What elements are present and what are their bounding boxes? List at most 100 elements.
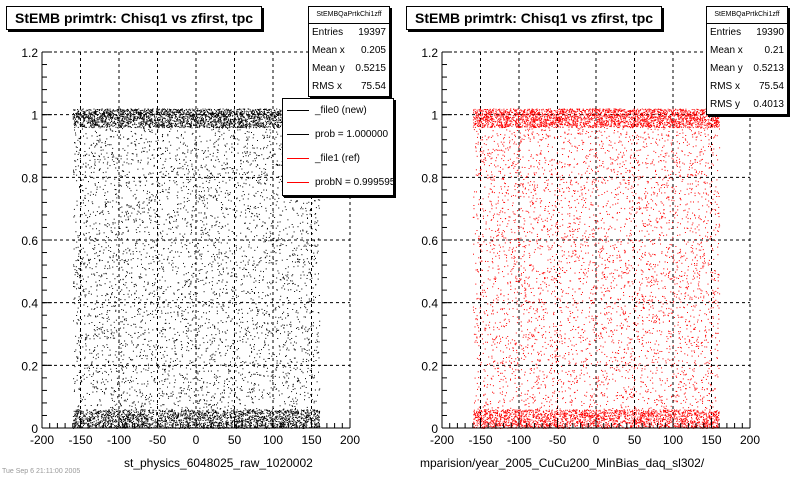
data-point [240, 125, 242, 126]
data-point [317, 426, 319, 428]
data-point [197, 126, 199, 128]
data-point [161, 123, 163, 125]
data-point [274, 112, 276, 114]
data-point [79, 419, 80, 421]
data-point [190, 111, 192, 113]
data-point [263, 109, 264, 110]
data-point [109, 419, 111, 421]
data-point [122, 410, 124, 412]
data-point [174, 117, 176, 119]
data-point [315, 417, 316, 419]
data-point [197, 116, 199, 118]
data-point [275, 426, 277, 428]
data-point [234, 114, 236, 116]
data-point [293, 411, 295, 413]
data-point [200, 116, 202, 118]
data-point [232, 126, 234, 128]
data-point [265, 117, 267, 118]
data-point [159, 423, 161, 424]
data-point [112, 115, 114, 116]
data-point [212, 124, 214, 126]
data-point [130, 420, 132, 421]
data-point [240, 426, 242, 428]
data-point [294, 409, 296, 411]
data-point [280, 116, 282, 118]
data-point [145, 414, 147, 416]
data-point [236, 415, 238, 417]
data-point [225, 127, 227, 128]
data-point [150, 418, 152, 420]
data-point [154, 419, 156, 421]
data-point [220, 419, 222, 421]
data-point [120, 108, 121, 110]
data-point [195, 127, 197, 129]
data-point [95, 125, 97, 127]
data-point [76, 412, 77, 414]
data-point [293, 420, 295, 422]
data-point [123, 425, 125, 427]
data-point [121, 113, 123, 115]
data-point [268, 414, 270, 416]
data-point [134, 426, 136, 428]
data-point [196, 422, 198, 424]
data-point [250, 415, 252, 417]
data-point [93, 421, 95, 423]
data-point [253, 124, 255, 126]
data-point [84, 118, 86, 120]
data-point [245, 409, 247, 411]
data-point [204, 418, 206, 420]
data-point [266, 109, 267, 111]
data-point [247, 421, 249, 423]
data-point [181, 420, 183, 422]
data-point [190, 122, 192, 124]
data-point [110, 117, 112, 119]
data-point [74, 120, 76, 122]
data-point [106, 124, 108, 126]
data-point [72, 117, 74, 119]
data-point [205, 116, 207, 118]
data-point [137, 414, 139, 416]
data-point [193, 415, 195, 417]
data-point [185, 426, 186, 428]
data-point [168, 125, 170, 127]
data-point [224, 411, 226, 413]
data-point [180, 120, 182, 122]
data-point [233, 411, 234, 413]
data-point [253, 111, 255, 113]
data-point [133, 120, 135, 122]
data-point [289, 423, 291, 425]
data-point [151, 118, 153, 120]
data-point [113, 426, 115, 428]
data-point [79, 417, 80, 418]
data-point [201, 425, 203, 427]
data-point [214, 113, 216, 115]
data-point [96, 422, 98, 424]
data-point [133, 112, 135, 114]
data-point [228, 370, 230, 372]
data-point [117, 422, 119, 424]
data-point [143, 425, 145, 427]
data-point [215, 112, 217, 114]
data-point [162, 109, 164, 111]
data-point [103, 112, 105, 114]
data-point [224, 415, 226, 417]
data-point [180, 110, 182, 112]
data-point [253, 125, 255, 127]
data-point [183, 412, 185, 414]
data-point [212, 421, 214, 423]
data-point [271, 423, 273, 424]
data-point [169, 114, 170, 116]
data-point [212, 111, 214, 113]
data-point [74, 423, 76, 425]
data-point [153, 125, 155, 127]
data-point [300, 418, 302, 420]
data-point [301, 411, 302, 413]
data-point [117, 122, 119, 124]
data-point [74, 126, 76, 128]
data-point [74, 122, 76, 124]
data-point [233, 126, 235, 128]
data-point [144, 108, 146, 110]
data-point [107, 111, 109, 113]
data-point [171, 410, 173, 412]
data-point [112, 418, 114, 420]
